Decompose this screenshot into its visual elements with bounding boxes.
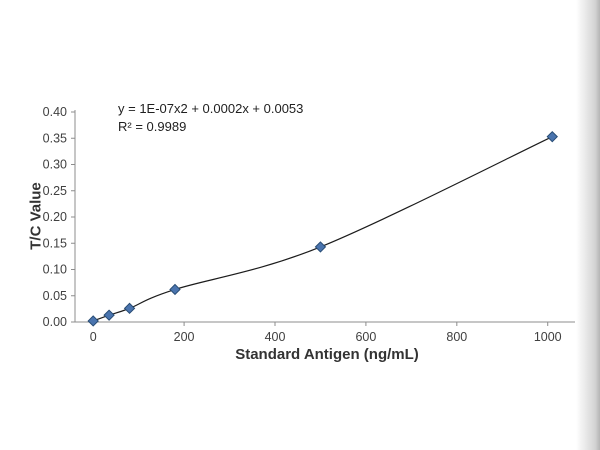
y-tick-label: 0.25 <box>43 184 67 198</box>
x-axis-title: Standard Antigen (ng/mL) <box>235 346 419 363</box>
x-tick-label: 0 <box>90 330 97 344</box>
y-axis-title: T/C Value <box>27 182 45 250</box>
data-point-marker <box>314 241 327 253</box>
y-tick-label: 0.30 <box>43 158 67 172</box>
y-tick-label: 0.10 <box>43 263 67 277</box>
y-tick-label: 0.40 <box>43 105 67 119</box>
trendline-path <box>92 136 553 322</box>
x-tick-label: 600 <box>355 330 376 344</box>
x-tick-label: 800 <box>446 330 467 344</box>
data-point-marker <box>546 130 558 143</box>
x-tick-label: 200 <box>174 330 195 344</box>
equation-line: y = 1E-07x2 + 0.0002x + 0.0053 <box>118 101 304 116</box>
data-point-marker <box>123 302 136 315</box>
y-tick-label: 0.35 <box>43 131 67 145</box>
y-tick-label: 0.20 <box>43 210 67 224</box>
y-tick-label: 0.15 <box>43 236 67 250</box>
trendline-equation: y = 1E-07x2 + 0.0002x + 0.0053 R² = 0.99… <box>118 100 303 136</box>
r-squared-value: R² = 0.9989 <box>118 119 187 134</box>
data-point-marker <box>103 309 115 321</box>
x-tick-label: 400 <box>265 330 286 344</box>
y-tick-label: 0.05 <box>43 289 67 303</box>
data-point-marker <box>169 283 181 296</box>
y-tick-label: 0.00 <box>43 315 67 329</box>
data-point-marker <box>87 315 99 327</box>
x-tick-label: 1000 <box>534 330 562 344</box>
